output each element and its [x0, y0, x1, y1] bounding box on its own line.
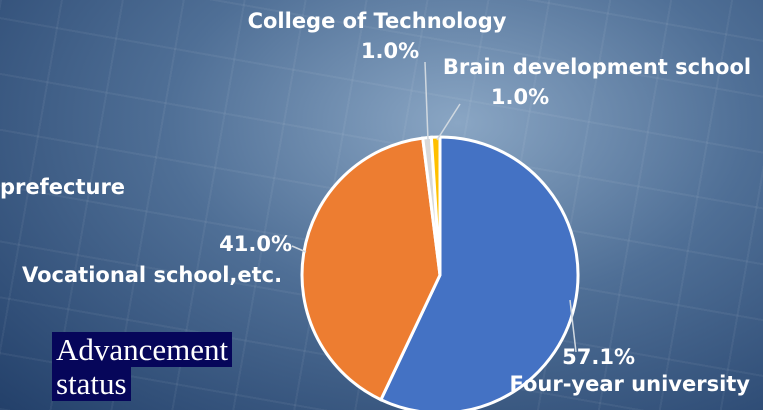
pie-slice: [429, 135, 442, 276]
slice-label: Vocational school,etc.: [22, 263, 282, 287]
chart-title-text: Advancement status: [52, 332, 233, 401]
leader-line: [291, 245, 307, 253]
value-label: 57.1%: [562, 345, 635, 369]
slice-label: Brain development school: [443, 55, 751, 79]
annotation: prefecture: [0, 175, 125, 199]
slice-label: College of Technology: [248, 9, 507, 33]
leader-line: [436, 103, 461, 141]
pie-slice: [300, 136, 442, 402]
slice-label: Four-year university: [509, 372, 750, 396]
leader-line: [569, 299, 577, 353]
pie-slice: [378, 135, 580, 410]
value-label: 1.0%: [491, 85, 549, 109]
value-label: 1.0%: [361, 39, 419, 63]
leader-line: [424, 61, 429, 141]
chart-title: Advancement status: [52, 332, 302, 401]
value-label: 41.0%: [219, 232, 292, 256]
